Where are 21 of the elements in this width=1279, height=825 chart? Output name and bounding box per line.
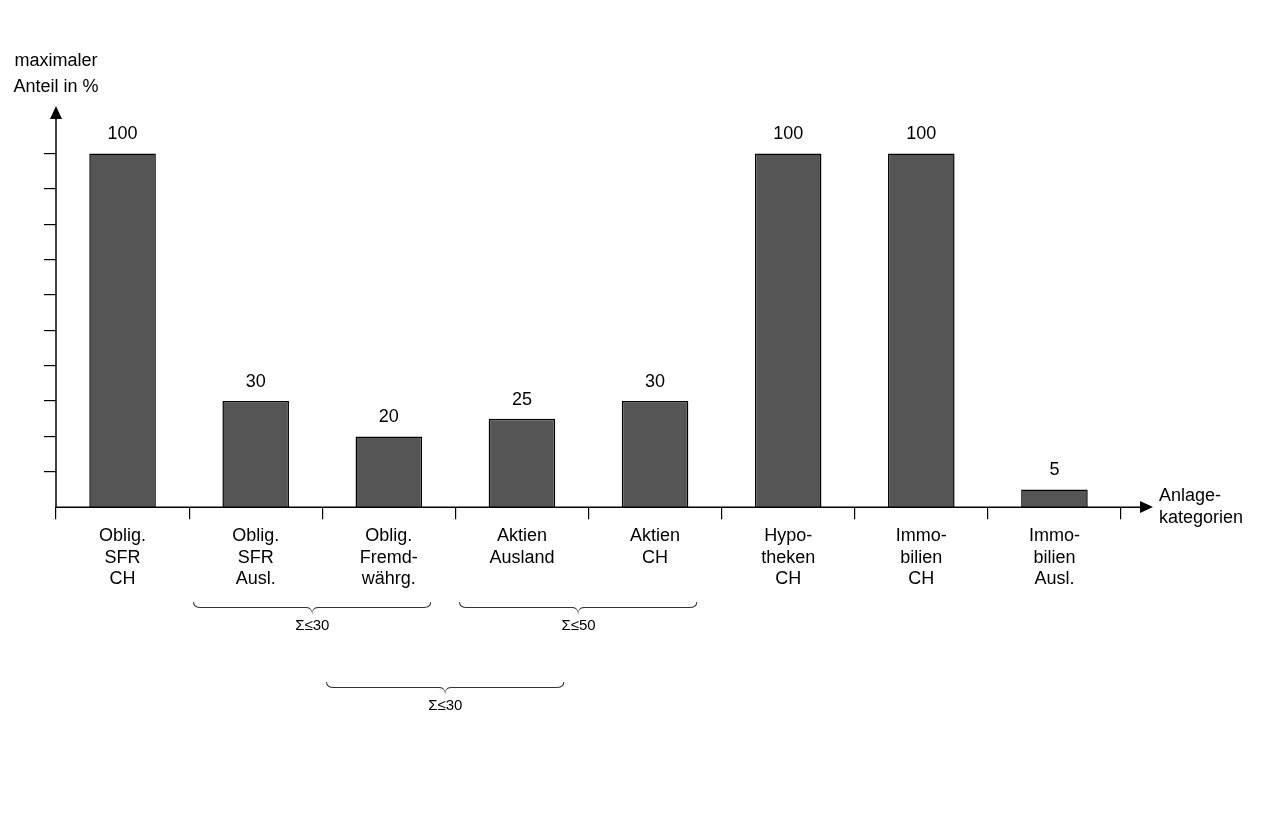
- data-label: 100: [906, 123, 937, 144]
- x-tick-label: Oblig. SFR CH: [99, 524, 147, 589]
- x-tick-label: Oblig. Fremd- währg.: [359, 524, 418, 589]
- data-label: 30: [645, 371, 666, 392]
- text: Σ≤50: [560, 616, 597, 633]
- x-tick-label: Aktien CH: [630, 524, 681, 567]
- data-label: 5: [1049, 459, 1060, 480]
- x-axis-title: Anlage- kategorien: [1159, 485, 1244, 528]
- data-label: 30: [245, 371, 266, 392]
- data-label: 100: [773, 123, 804, 144]
- x-tick-label: Aktien Ausland: [489, 524, 555, 567]
- text: Σ≤30: [427, 696, 464, 713]
- y-axis-title: maximaler Anteil in %: [13, 49, 99, 96]
- x-tick-label: Immo- bilien CH: [895, 524, 947, 589]
- data-label: 100: [107, 123, 138, 144]
- data-label: 20: [378, 406, 399, 427]
- data-label: 25: [511, 388, 532, 409]
- x-tick-label: Hypo- theken CH: [761, 524, 816, 589]
- x-tick-label: Immo- bilien Ausl.: [1028, 524, 1080, 589]
- text: Σ≤30: [294, 616, 331, 633]
- x-tick-label: Oblig. SFR Ausl.: [232, 524, 280, 589]
